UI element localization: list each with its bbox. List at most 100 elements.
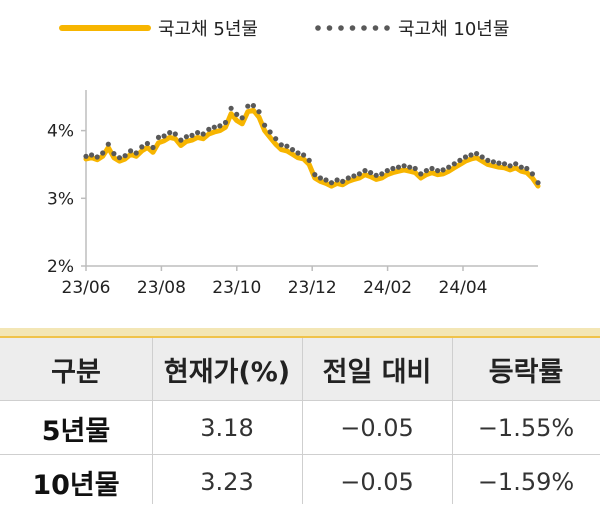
series-10y-point [122,153,128,159]
y-tick-label: 3% [47,189,74,209]
series-10y-point [529,171,536,177]
series-10y-point [390,165,396,172]
table-divider [0,454,600,455]
x-tick-label: 23/08 [137,278,186,298]
series-10y-point [178,137,184,143]
legend-dot [338,25,344,31]
series-10y-point [384,168,390,174]
column-divider [152,338,153,504]
legend-dot [361,25,367,31]
table-row: 5년물 3.18 −0.05 −1.55% [0,402,600,454]
series-10y-point [150,144,156,151]
row-rate: −1.59% [477,468,575,496]
legend-dot [315,25,321,31]
series-10y-point [250,103,256,109]
series-10y-point [200,131,206,137]
series-10y-point [301,152,307,158]
series-10y-point [496,160,502,166]
series-10y-point [340,178,346,184]
series-10y-point [89,152,95,158]
chart-axes [81,90,538,271]
bond-yield-chart: 국고채 5년물 국고채 10년물 4% 3% 2%23/06 23/08 23/10 23… [47,19,541,298]
column-divider [302,338,303,504]
series-10y-point [144,140,150,147]
series-10y-point [474,151,480,157]
series-10y-point [362,168,368,174]
series-10y-point [518,164,524,170]
series-10y-point [94,154,100,160]
header-rate: 등락률 [488,356,564,388]
series-5y-line [83,107,541,189]
series-10y-point [423,168,429,174]
series-10y-point [446,164,452,170]
series-10y-point [267,129,273,135]
yield-table: 구분 현재가(%) 전일 대비 등락률 5년물 3.18 −0.05 −1.55… [0,328,600,508]
series-10y-point [334,177,340,183]
chart-series [83,103,541,189]
series-10y-point [284,143,290,149]
series-10y-point [435,168,441,174]
row-change: −0.05 [340,468,414,496]
chart-tick-labels: 4% 3% 2%23/06 23/08 23/10 23/12 24/02 24/04 [47,122,487,298]
series-10y-point [139,144,145,150]
series-10y-point [133,150,139,156]
series-10y-point [83,153,89,159]
series-10y-point [100,150,106,156]
series-10y-point [395,164,402,170]
series-10y-point [513,161,519,167]
header-change: 전일 대비 [322,356,432,388]
table-row: 10년물 3.23 −0.05 −1.59% [0,456,600,508]
table-top-band [0,328,600,336]
series-10y-point [490,159,496,165]
series-10y-point [312,172,318,178]
table-header-row: 구분 현재가(%) 전일 대비 등락률 [0,338,600,400]
legend-dot [326,25,333,31]
series-10y-point [262,122,268,128]
series-10y-point [412,165,418,172]
series-10y-point [245,103,251,109]
series-10y-point [328,180,335,186]
series-10y-point [189,132,195,138]
row-rate: −1.55% [477,414,575,442]
series-10y-point [429,165,435,172]
series-10y-point [535,180,541,186]
series-10y-point [306,157,312,163]
series-10y-point [172,131,178,137]
legend-swatch-10y [315,25,390,31]
series-10y-point [440,167,446,173]
series-10y-point [457,157,463,163]
series-10y-point [485,157,491,163]
series-10y-point [351,173,357,179]
legend-label-10y: 국고채 10년물 [398,19,509,40]
series-10y-point [228,105,234,111]
series-10y-point [462,154,469,160]
series-10y-point [183,134,189,140]
series-10y-point [222,119,229,126]
series-10y-point [368,170,374,176]
series-10y-point [211,124,217,130]
x-tick-label: 23/06 [62,278,111,298]
x-tick-label: 24/02 [363,278,412,298]
series-10y-point [451,161,457,167]
series-10y-point [278,142,284,148]
series-10y-point [167,130,173,136]
series-10y-point [217,123,223,129]
series-10y-point [256,109,262,115]
series-10y-point [501,161,508,167]
y-tick-label: 2% [47,257,74,277]
table-divider [0,400,600,401]
series-10y-point [111,151,117,157]
x-tick-label: 23/12 [288,278,337,298]
x-tick-label: 23/10 [212,278,261,298]
series-10y-point [317,175,323,181]
legend-dot [349,25,356,31]
table-top-rule [0,336,600,338]
series-10y-point [407,164,413,170]
series-10y-point [161,133,167,139]
series-10y-point [273,136,279,142]
series-10y-point [289,147,296,153]
column-divider [452,338,453,504]
series-10y-point [379,171,385,177]
row-name: 5년물 [41,415,111,447]
series-10y-point [418,171,424,177]
